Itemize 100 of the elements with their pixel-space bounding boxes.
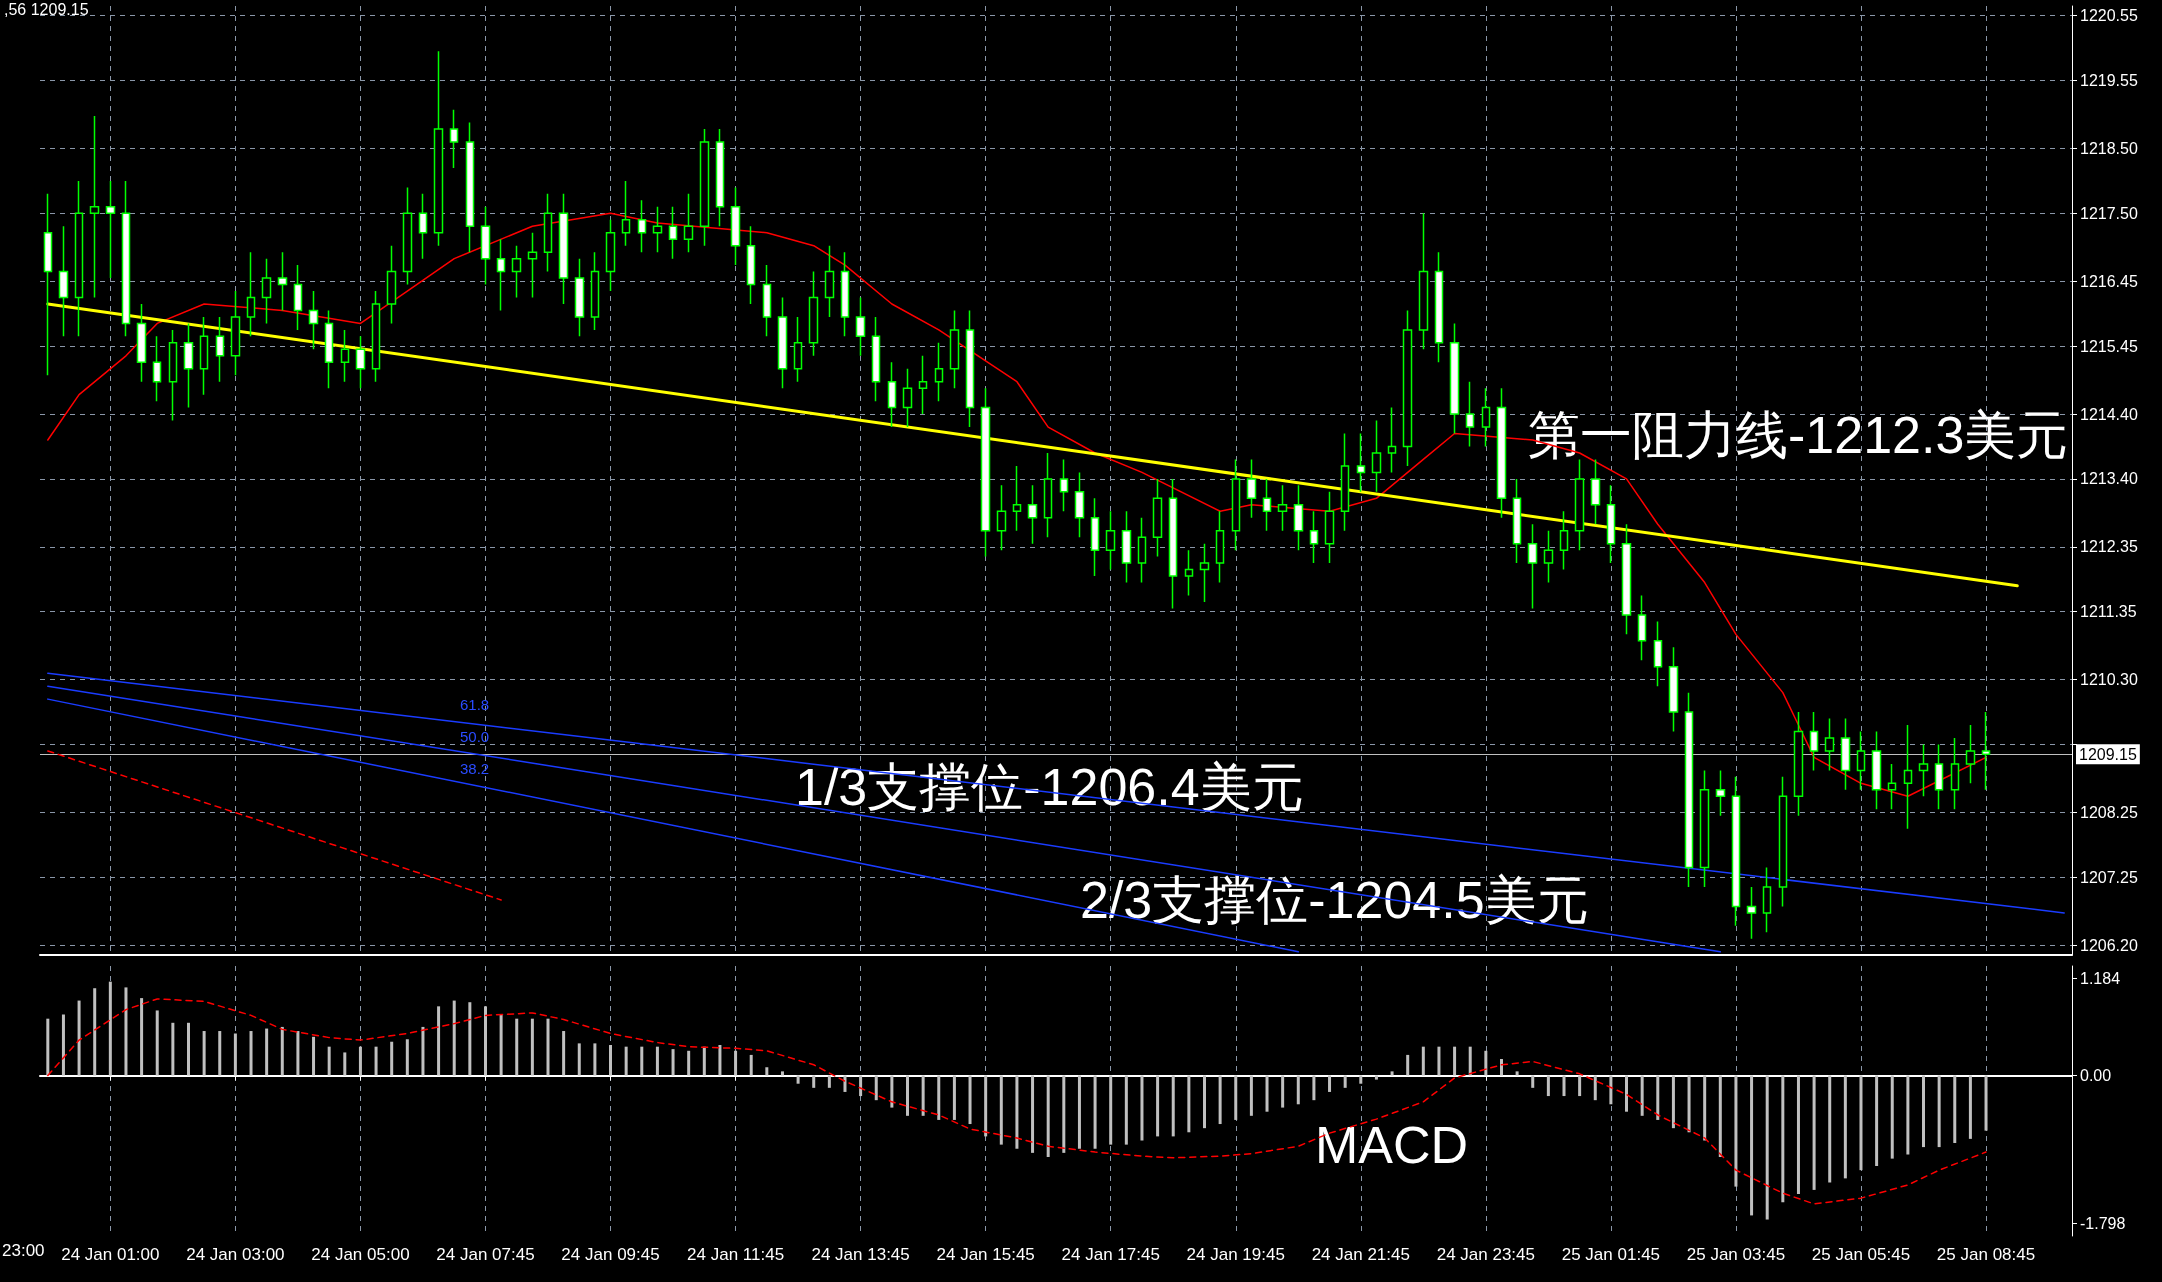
candlestick xyxy=(1262,478,1272,532)
candlestick xyxy=(402,186,413,286)
candlestick xyxy=(152,335,162,402)
bar xyxy=(530,1018,534,1076)
y-tick-label: 1213.40 xyxy=(2080,470,2138,488)
y-tick-label: 1206.20 xyxy=(2080,936,2138,954)
bar xyxy=(358,1046,362,1076)
candlestick xyxy=(1090,497,1100,577)
bar xyxy=(265,1028,269,1076)
candlestick xyxy=(511,244,522,299)
candlestick xyxy=(293,264,303,331)
bar xyxy=(515,1018,519,1076)
bar xyxy=(765,1067,769,1076)
bar xyxy=(468,1002,472,1076)
bar xyxy=(1093,1075,1097,1149)
bar xyxy=(1077,1075,1081,1149)
candlestick xyxy=(1481,387,1491,448)
candlestick xyxy=(1668,646,1679,733)
candlestick xyxy=(730,186,741,266)
bar xyxy=(1859,1075,1863,1171)
candlestick xyxy=(215,316,225,383)
bar xyxy=(640,1046,644,1076)
candlestick xyxy=(1574,458,1585,551)
candlestick xyxy=(105,180,116,279)
candlestick xyxy=(1418,212,1429,351)
bar xyxy=(1015,1075,1019,1149)
candlestick xyxy=(386,244,397,325)
y-tick-label: 1220.55 xyxy=(2080,7,2138,25)
y-tick-label: 1218.50 xyxy=(2080,140,2138,158)
candlestick xyxy=(1324,491,1335,564)
candlestick xyxy=(1543,529,1554,584)
y-tick-label: 1211.35 xyxy=(2080,603,2137,621)
candlestick xyxy=(621,180,631,247)
bar xyxy=(1734,1075,1738,1187)
candlestick xyxy=(1184,549,1194,597)
candlestick xyxy=(1012,465,1022,532)
y-tick-label: 1212.35 xyxy=(2080,538,2138,556)
bar xyxy=(609,1045,613,1076)
bar xyxy=(1593,1075,1597,1101)
candlestick xyxy=(1606,484,1616,564)
bar xyxy=(906,1075,910,1116)
bar xyxy=(827,1075,831,1088)
bar xyxy=(1609,1075,1613,1105)
candlestick xyxy=(934,342,944,402)
candlestick xyxy=(230,290,241,376)
candlestick xyxy=(1684,691,1694,888)
bar xyxy=(61,1014,65,1076)
bar xyxy=(327,1046,331,1076)
candlestick xyxy=(1871,730,1882,810)
candlestick xyxy=(1824,717,1835,772)
candlestick xyxy=(871,316,881,402)
x-tick-label: 24 Jan 17:45 xyxy=(1061,1245,1160,1264)
bar xyxy=(437,1006,441,1076)
bar xyxy=(1421,1046,1425,1076)
bar xyxy=(46,1018,50,1076)
x-tick-label: 24 Jan 15:45 xyxy=(936,1245,1035,1264)
x-tick-label: 24 Jan 11:45 xyxy=(687,1245,785,1264)
bar xyxy=(1187,1075,1191,1133)
candlestick xyxy=(1856,730,1866,791)
bar xyxy=(1031,1075,1035,1153)
bar xyxy=(1890,1075,1894,1159)
candlestick xyxy=(1731,776,1741,927)
candlestick xyxy=(1449,322,1460,435)
bar xyxy=(1468,1046,1472,1076)
candlestick xyxy=(1246,458,1257,519)
bar xyxy=(1625,1075,1629,1112)
bar xyxy=(1265,1075,1269,1112)
candlestick xyxy=(1293,484,1304,551)
bar xyxy=(499,1014,503,1076)
bar xyxy=(577,1043,581,1076)
bar xyxy=(296,1031,300,1076)
bar xyxy=(1390,1071,1394,1076)
bar xyxy=(1828,1075,1832,1183)
candlestick xyxy=(1934,743,1944,810)
bar xyxy=(702,1046,706,1076)
candlestick xyxy=(246,251,256,338)
y-tick-label: 1215.45 xyxy=(2080,337,2138,355)
candlestick xyxy=(637,199,647,253)
bar xyxy=(874,1075,878,1101)
x-tick-label: 24 Jan 23:45 xyxy=(1436,1245,1535,1264)
bar xyxy=(780,1071,784,1076)
candlestick xyxy=(1137,517,1147,584)
candlestick xyxy=(58,225,69,338)
candlestick xyxy=(1965,724,1976,785)
bar xyxy=(390,1041,394,1076)
candlestick xyxy=(652,206,663,253)
bar xyxy=(483,1006,487,1076)
bar xyxy=(1515,1071,1519,1076)
candlestick xyxy=(808,270,819,357)
candlestick xyxy=(1027,484,1038,545)
bar xyxy=(890,1075,894,1108)
bar xyxy=(202,1031,206,1076)
bar xyxy=(186,1022,190,1076)
x-tick-label: 24 Jan 13:45 xyxy=(811,1245,910,1264)
candlestick xyxy=(261,257,272,325)
bar xyxy=(405,1039,409,1076)
candlestick xyxy=(1043,452,1053,538)
candlestick xyxy=(1950,737,1960,810)
bar xyxy=(734,1050,738,1076)
bar xyxy=(1875,1075,1879,1167)
